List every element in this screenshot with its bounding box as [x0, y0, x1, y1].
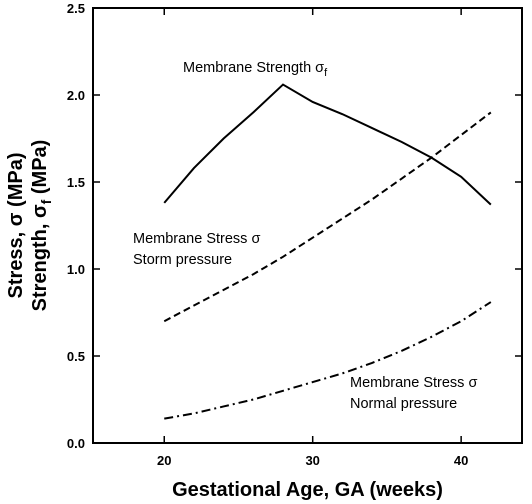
line-series: [164, 301, 492, 420]
annotation: Membrane Stress σ: [133, 231, 260, 247]
y-tick-label: 0.5: [67, 349, 85, 364]
y-tick-label: 1.5: [67, 175, 85, 190]
y-axis-label: Strength, σf (MPa): [29, 140, 54, 312]
annotation: Membrane Strength σf: [183, 60, 328, 79]
annotation-text: Membrane Stress σ: [133, 231, 260, 247]
plot-frame: [92, 7, 523, 444]
y-axis-label-text: Strength, σ: [29, 204, 51, 311]
y-tick-label: 2.0: [67, 88, 85, 103]
annotation: Storm pressure: [133, 252, 232, 268]
x-axis-label: Gestational Age, GA (weeks): [172, 479, 443, 501]
annotation: Normal pressure: [350, 396, 457, 412]
x-tick-label: 40: [454, 453, 468, 468]
annotation-text: Membrane Stress σ: [350, 375, 477, 391]
x-tick-label: 20: [157, 453, 171, 468]
y-tick-label: 1.0: [67, 262, 85, 277]
line-series: [163, 83, 492, 206]
y-axis-label: Stress, σ (MPa): [5, 153, 27, 299]
x-tick-label: 30: [305, 453, 319, 468]
annotation-text: Storm pressure: [133, 252, 232, 268]
y-tick-label: 2.5: [67, 1, 85, 16]
line-series: [163, 111, 492, 323]
annotation-subscript: f: [324, 67, 328, 79]
annotation-text: Membrane Strength σ: [183, 60, 324, 76]
annotation-text: Normal pressure: [350, 396, 457, 412]
y-axis-label-text: Stress, σ (MPa): [5, 153, 27, 299]
y-axis-label-text: (MPa): [29, 140, 51, 200]
y-axis-label-subscript: f: [38, 199, 54, 204]
annotation: Membrane Stress σ: [350, 375, 477, 391]
y-tick-label: 0.0: [67, 436, 85, 451]
